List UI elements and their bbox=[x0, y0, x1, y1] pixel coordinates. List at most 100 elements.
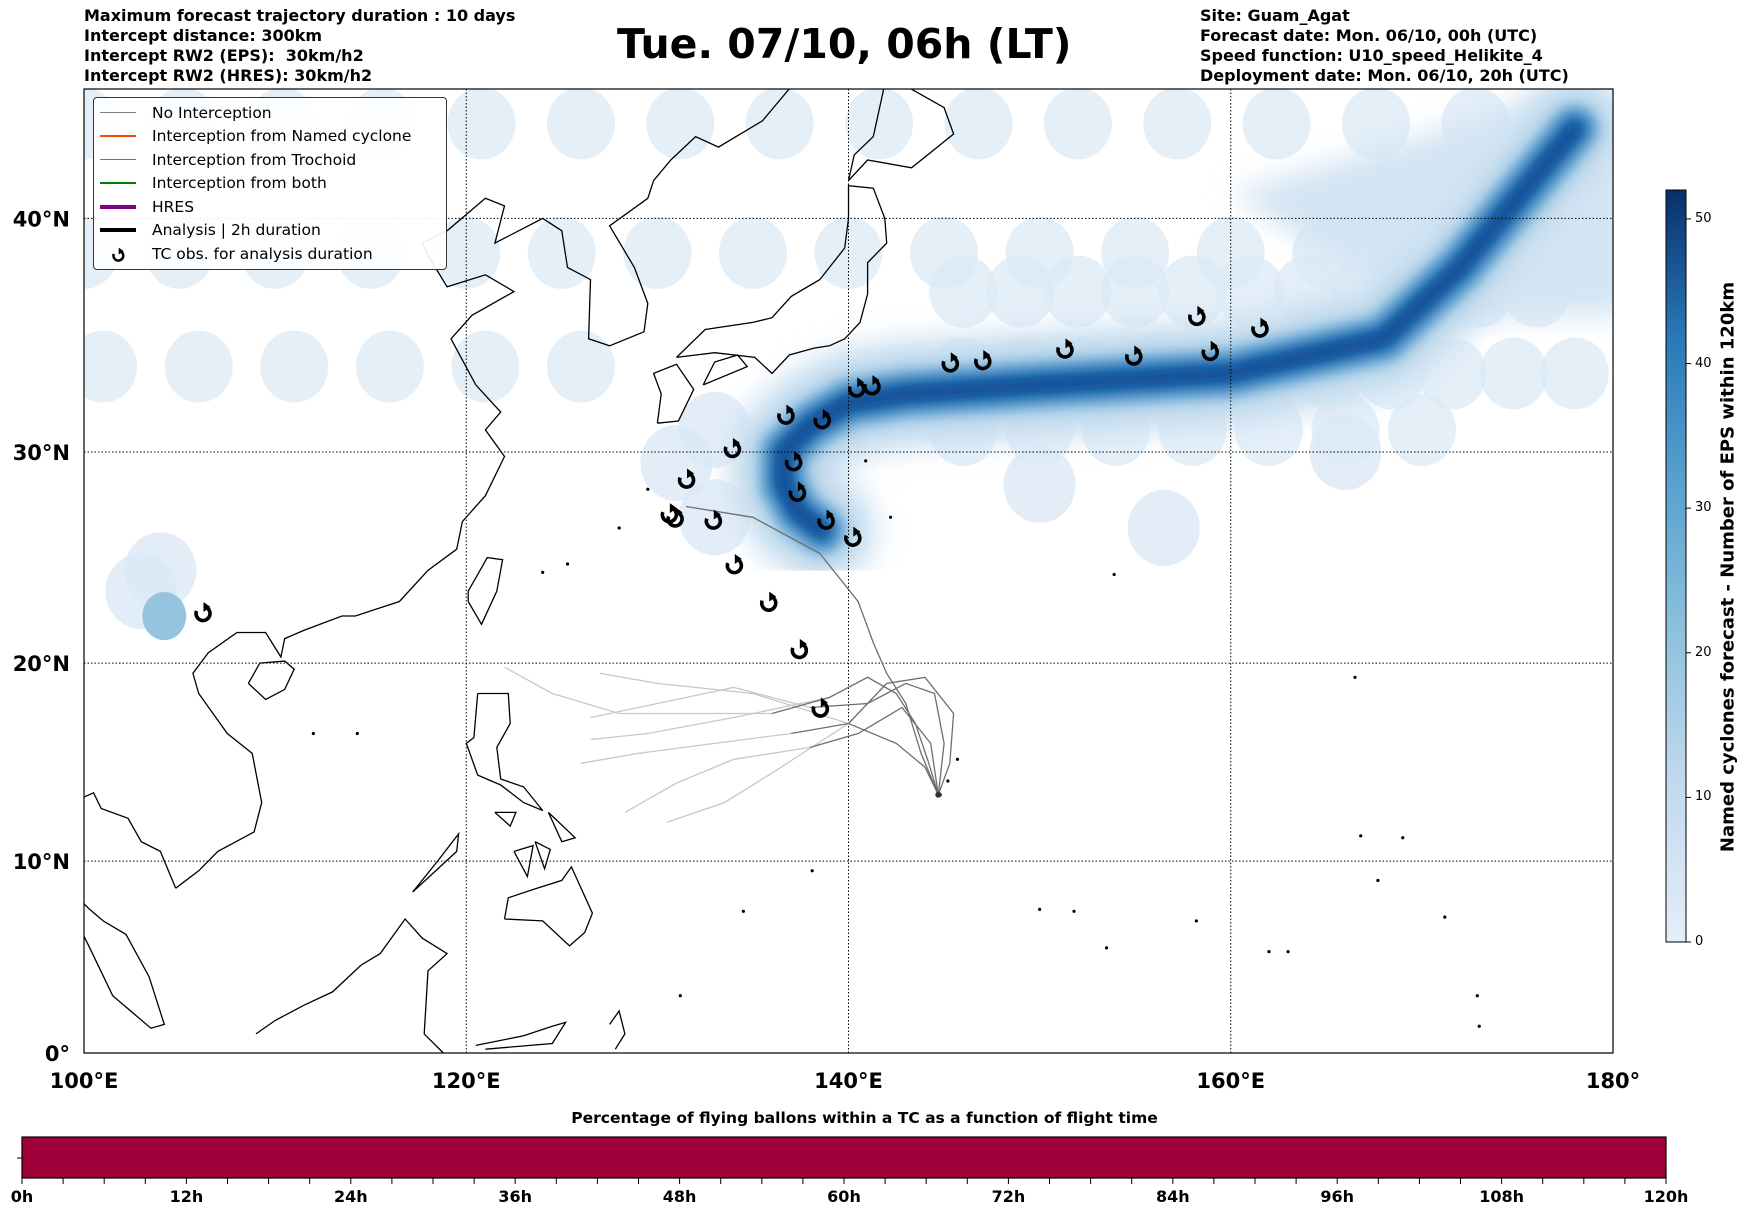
tc-symbol-icon bbox=[813, 408, 832, 430]
island bbox=[1194, 919, 1198, 923]
island bbox=[541, 570, 545, 574]
coastline bbox=[84, 791, 177, 889]
colorbar-title: Named cyclones forecast - Number of EPS … bbox=[1717, 281, 1739, 853]
param-rw2-eps: Intercept RW2 (EPS): 30km/h2 bbox=[84, 46, 364, 65]
coastline bbox=[84, 902, 166, 1029]
island bbox=[1353, 675, 1357, 679]
density-blob bbox=[84, 330, 138, 403]
coastline bbox=[547, 811, 577, 843]
legend-label: Analysis | 2h duration bbox=[152, 221, 321, 239]
flight-time-tick-label: 108h bbox=[1479, 1187, 1524, 1206]
flight-time-tick-label: 0h bbox=[10, 1187, 34, 1206]
legend-label: TC obs. for analysis duration bbox=[152, 244, 373, 263]
flight-time-tick-label: 60h bbox=[827, 1187, 861, 1206]
tc-symbol-icon bbox=[941, 352, 960, 373]
tc-symbol-icon bbox=[194, 601, 212, 623]
trajectory-no-interception bbox=[810, 706, 939, 795]
island bbox=[864, 459, 868, 463]
coastline bbox=[609, 1009, 626, 1050]
density-blob bbox=[1479, 337, 1548, 410]
tc-symbol-icon bbox=[974, 349, 992, 371]
lat-tick-label: 40°N bbox=[13, 207, 70, 231]
tc-symbol-icon bbox=[863, 375, 881, 396]
island bbox=[617, 526, 621, 530]
island bbox=[678, 994, 682, 998]
lon-tick-label: 120°E bbox=[432, 1069, 501, 1093]
tc-symbol-icon bbox=[677, 468, 696, 489]
tc-symbol-icon bbox=[1251, 317, 1269, 338]
flight-time-tick-label: 12h bbox=[169, 1187, 204, 1206]
flight-time-tick-label: 24h bbox=[333, 1187, 368, 1206]
island bbox=[1267, 950, 1271, 954]
legend-label: Interception from both bbox=[152, 174, 327, 192]
tc-symbol-icon bbox=[723, 437, 742, 459]
tc-symbol-icon bbox=[1188, 305, 1206, 327]
trajectory-no-interception bbox=[771, 676, 939, 795]
density-blob bbox=[845, 89, 914, 160]
legend-line-swatch bbox=[99, 158, 137, 161]
density-blob bbox=[1143, 89, 1212, 160]
density-blob bbox=[1158, 255, 1227, 328]
island bbox=[1286, 950, 1290, 954]
tc-symbol-icon bbox=[844, 526, 862, 547]
tc-symbol-icon bbox=[704, 509, 723, 530]
colorbar-tick-label: 50 bbox=[1695, 210, 1712, 226]
flight-time-tick-label: 36h bbox=[498, 1187, 533, 1206]
flight-time-tick-label: 84h bbox=[1155, 1187, 1190, 1206]
tc-symbol-icon bbox=[1201, 340, 1220, 362]
island bbox=[1401, 836, 1405, 840]
colorbar-tick-label: 30 bbox=[1695, 500, 1712, 516]
island bbox=[1112, 572, 1116, 577]
coastline bbox=[503, 865, 594, 947]
density-blob bbox=[1242, 89, 1311, 160]
density-track bbox=[142, 89, 1613, 641]
density-blob bbox=[432, 216, 501, 289]
flight-time-bar-fill bbox=[22, 1137, 1666, 1178]
legend-line-swatch bbox=[99, 204, 137, 209]
density-blob bbox=[1043, 89, 1112, 160]
island bbox=[810, 869, 814, 873]
coastline bbox=[534, 841, 552, 871]
trajectory-light bbox=[580, 732, 792, 764]
speed-function: Speed function: U10_speed_Helikite_4 bbox=[1200, 46, 1543, 65]
tc-symbol-icon bbox=[666, 507, 684, 528]
tc-observations bbox=[194, 305, 1269, 718]
island bbox=[1325, 1061, 1328, 1064]
legend-line-swatch bbox=[99, 228, 137, 232]
tc-symbol-icon bbox=[725, 554, 744, 575]
density-blob bbox=[1342, 89, 1410, 160]
map-frame bbox=[83, 88, 1614, 1054]
legend-item: No Interception bbox=[94, 101, 272, 124]
density-blob bbox=[623, 216, 692, 289]
param-duration: Maximum forecast trajectory duration : 1… bbox=[84, 6, 516, 25]
island bbox=[311, 731, 315, 736]
trajectory-no-interception bbox=[791, 722, 939, 796]
density-spot bbox=[142, 592, 187, 641]
colorbar-tick-label: 20 bbox=[1695, 644, 1712, 660]
island bbox=[1072, 909, 1076, 913]
lat-tick-label: 30°N bbox=[13, 441, 70, 465]
flight-time-tick-label: 72h bbox=[991, 1187, 1026, 1206]
density-blob bbox=[1043, 255, 1112, 328]
island bbox=[1477, 1024, 1481, 1028]
density-blob bbox=[355, 330, 424, 403]
tc-symbol-icon bbox=[790, 638, 809, 660]
legend-item: TC obs. for analysis duration bbox=[94, 242, 373, 265]
trajectory-light bbox=[624, 746, 811, 813]
page-title: Tue. 07/10, 06h (LT) bbox=[617, 20, 1072, 68]
density-blob bbox=[1101, 255, 1170, 328]
colorbar bbox=[1665, 189, 1687, 943]
density-blob bbox=[1003, 446, 1076, 523]
island bbox=[1376, 878, 1380, 883]
trajectory-no-interception bbox=[848, 676, 955, 796]
density-blob bbox=[745, 89, 814, 160]
deployment-date: Deployment date: Mon. 06/10, 20h (UTC) bbox=[1200, 66, 1569, 85]
coastline bbox=[652, 363, 695, 424]
density-band bbox=[777, 122, 1581, 537]
lon-tick-label: 100°E bbox=[50, 1069, 119, 1093]
density-blob bbox=[929, 255, 998, 328]
coastline bbox=[412, 831, 460, 893]
density-blob bbox=[718, 216, 787, 289]
legend-line-swatch bbox=[99, 182, 137, 184]
